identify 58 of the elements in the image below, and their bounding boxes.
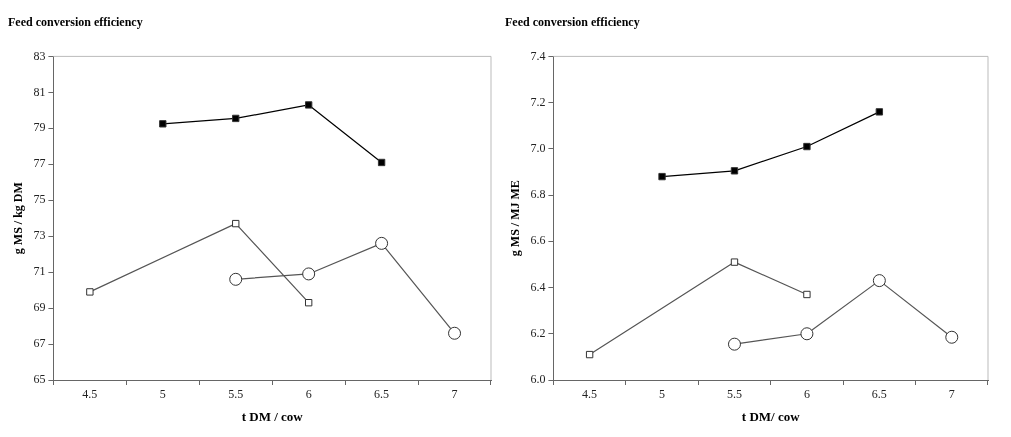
point <box>875 108 884 116</box>
y-tick-label: 6.8 <box>530 187 546 202</box>
y-tick-label: 83 <box>33 48 46 63</box>
point <box>232 219 240 228</box>
point <box>304 101 313 109</box>
x-tick-label: 7 <box>451 387 458 402</box>
point <box>730 258 739 266</box>
point <box>658 172 666 181</box>
point <box>229 272 243 286</box>
x-tick-label: 5.5 <box>726 387 742 402</box>
point <box>585 350 594 359</box>
y-axis-title: g MS / MJ ME <box>508 180 523 257</box>
x-tick-label: 5 <box>159 387 166 402</box>
y-tick-label: 7.0 <box>530 141 546 156</box>
y-tick-label: 77 <box>33 156 46 171</box>
point <box>86 288 94 296</box>
x-tick-label: 7 <box>948 387 955 402</box>
point <box>800 327 814 341</box>
point <box>448 326 462 340</box>
x-axis-title: t DM/ cow <box>741 408 801 424</box>
y-tick-label: 75 <box>33 192 46 207</box>
y-tick-label: 79 <box>33 120 46 135</box>
y-tick-label: 6.2 <box>530 325 546 340</box>
x-axis-title: t DM / cow <box>241 408 304 424</box>
x-tick-label: 6.5 <box>374 387 390 402</box>
y-tick-label: 7.4 <box>530 48 546 63</box>
x-tick-label: 4.5 <box>582 387 598 402</box>
y-tick-label: 71 <box>33 264 46 279</box>
x-tick-label: 5 <box>659 387 666 402</box>
y-axis-title: g MS / kg DM <box>11 182 26 255</box>
point <box>304 299 313 307</box>
point <box>159 120 167 128</box>
point <box>302 267 316 281</box>
x-tick-label: 6 <box>803 387 810 402</box>
point <box>803 290 811 299</box>
y-tick-label: 69 <box>33 300 46 315</box>
y-tick-label: 6.6 <box>530 233 546 248</box>
y-tick-label: 65 <box>33 372 46 387</box>
x-tick-label: 6.5 <box>871 387 887 402</box>
y-tick-label: 6.4 <box>530 279 546 294</box>
y-tick-label: 73 <box>33 228 46 243</box>
point <box>803 142 811 151</box>
chart-title: Feed conversion efficiency <box>505 15 640 30</box>
x-tick-label: 4.5 <box>82 387 98 402</box>
point <box>377 158 386 167</box>
point <box>232 114 240 123</box>
y-tick-label: 7.2 <box>530 94 546 109</box>
chart-title: Feed conversion efficiency <box>8 15 143 30</box>
point <box>727 337 741 351</box>
point <box>375 236 389 250</box>
point <box>872 274 886 288</box>
x-tick-label: 6 <box>305 387 312 402</box>
y-tick-label: 67 <box>33 336 46 351</box>
point <box>730 167 739 175</box>
y-tick-label: 6.0 <box>530 372 546 387</box>
point <box>945 330 959 344</box>
x-tick-label: 5.5 <box>228 387 244 402</box>
y-tick-label: 81 <box>33 84 46 99</box>
